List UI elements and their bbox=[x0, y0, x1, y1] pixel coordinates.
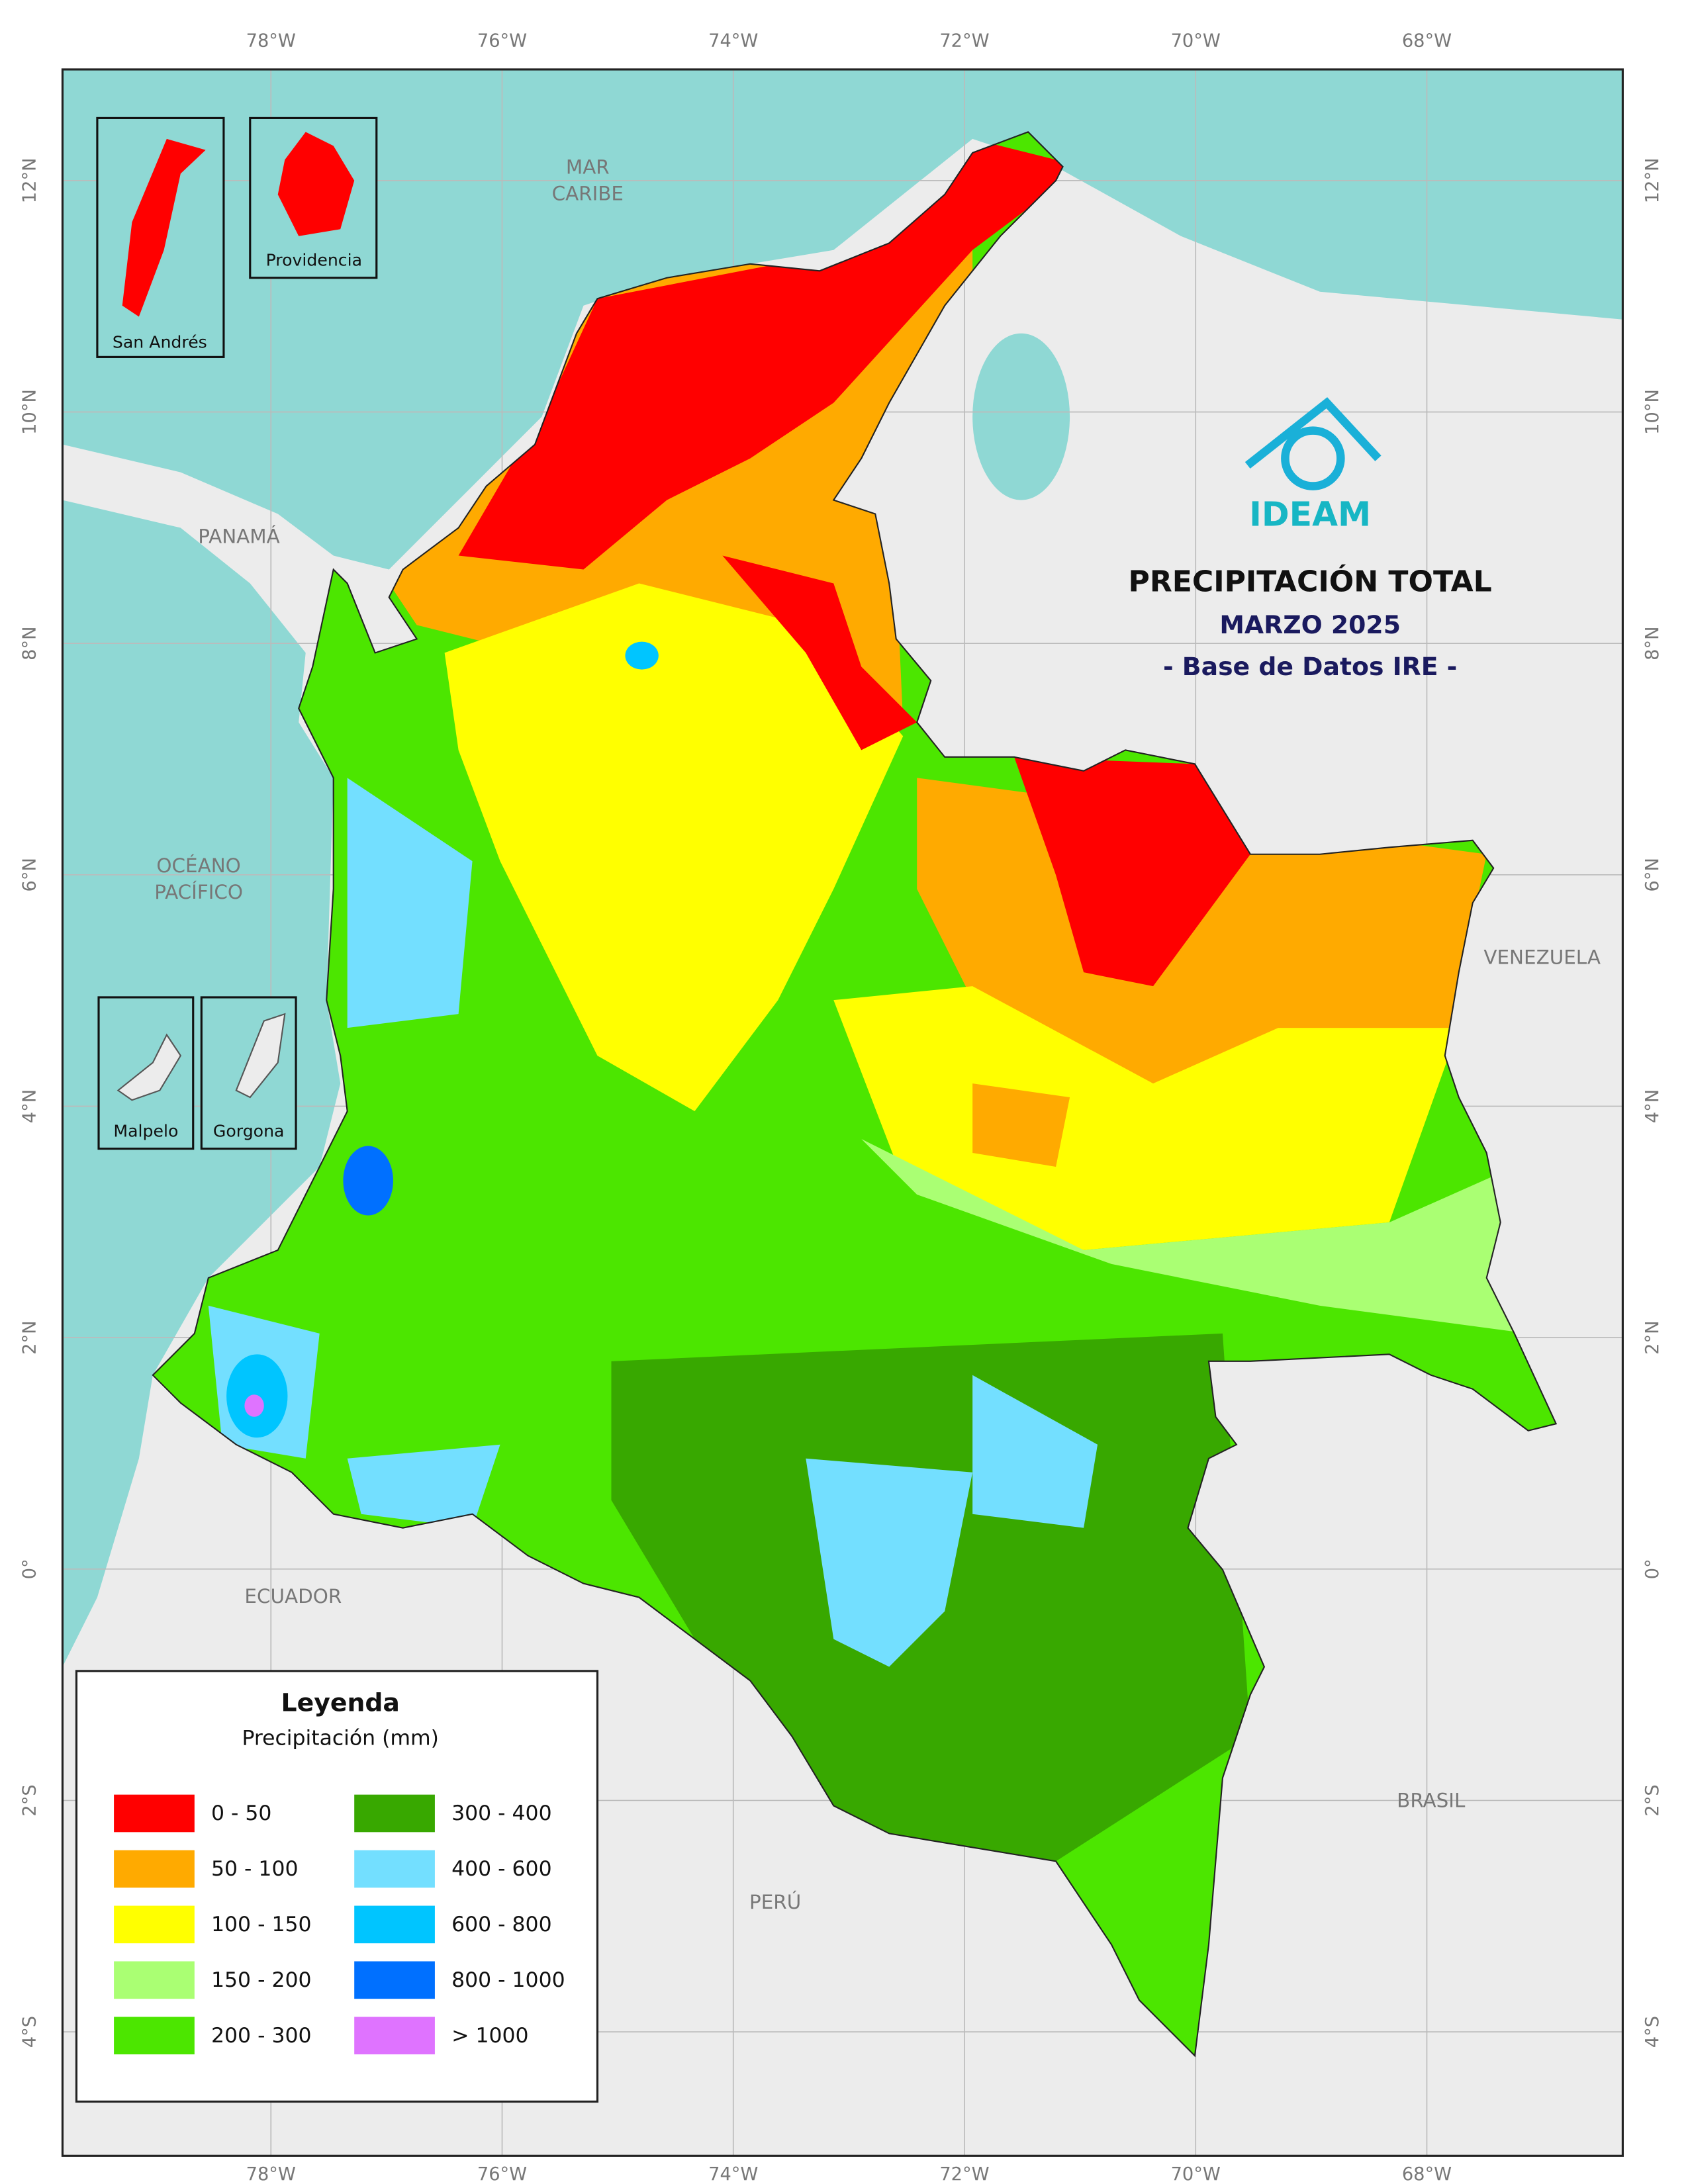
legend-label: 600 - 800 bbox=[451, 1913, 552, 1936]
zone bbox=[347, 1444, 500, 1528]
lat-label: 0° bbox=[20, 1559, 40, 1579]
legend-swatch bbox=[354, 1961, 435, 1999]
inset-label: Providencia bbox=[266, 251, 363, 270]
subtitle: MARZO 2025 bbox=[1219, 610, 1401, 639]
lat-label: 2°N bbox=[1642, 1320, 1663, 1354]
place-label: BRASIL bbox=[1397, 1790, 1466, 1812]
lat-label: 6°N bbox=[20, 858, 40, 891]
lat-label: 4°S bbox=[1642, 2016, 1663, 2048]
lon-label: 78°W bbox=[246, 2164, 296, 2184]
inset-label: San Andrés bbox=[113, 332, 207, 351]
zone bbox=[833, 986, 1459, 1250]
map: 78°W 78°W 76°W 76°W 74°W 74°W 72°W 72°W 70°W 70°W… bbox=[20, 30, 1663, 2184]
lon-label: 76°W bbox=[477, 2164, 527, 2184]
lat-label: 4°N bbox=[1642, 1089, 1663, 1123]
logo-swirl bbox=[1281, 426, 1345, 490]
lon-label: 68°W bbox=[1402, 2164, 1452, 2184]
legend-title: Leyenda bbox=[281, 1688, 400, 1717]
caribbean-sea bbox=[62, 69, 1623, 570]
map-frame bbox=[61, 68, 1624, 2157]
lat-label: 8°N bbox=[20, 626, 40, 660]
zone bbox=[343, 1146, 393, 1216]
zone bbox=[458, 138, 1084, 570]
logo: IDEAM bbox=[1244, 397, 1382, 533]
lon-label: 68°W bbox=[1402, 30, 1452, 51]
island bbox=[122, 138, 206, 317]
lon-label: 72°W bbox=[939, 30, 989, 51]
zone bbox=[806, 1458, 973, 1667]
insets: San Andrés Providencia Malpelo Gorgona bbox=[96, 116, 378, 1150]
legend-swatch bbox=[114, 1961, 195, 1999]
place-label: CARIBE bbox=[552, 182, 624, 205]
island bbox=[235, 1013, 286, 1099]
title: PRECIPITACIÓN TOTAL bbox=[1129, 563, 1492, 598]
lake-maracaibo bbox=[972, 333, 1070, 500]
logo-roof bbox=[1244, 397, 1382, 469]
legend-label: 400 - 600 bbox=[451, 1857, 552, 1881]
legend-label: 50 - 100 bbox=[211, 1857, 298, 1881]
lat-label: 2°S bbox=[1642, 1784, 1663, 1816]
legend-swatch bbox=[354, 1850, 435, 1888]
zone bbox=[972, 1083, 1070, 1167]
lat-label: 12°N bbox=[20, 158, 40, 203]
zone bbox=[1014, 756, 1250, 987]
legend-label: 0 - 50 bbox=[211, 1801, 271, 1825]
island bbox=[117, 1033, 182, 1101]
legend-label: 300 - 400 bbox=[451, 1801, 552, 1825]
island bbox=[277, 132, 355, 236]
lon-label: 78°W bbox=[246, 30, 296, 51]
lat-label: 8°N bbox=[1642, 626, 1663, 660]
legend-swatch bbox=[354, 1794, 435, 1833]
legend-label: 800 - 1000 bbox=[451, 1968, 565, 1992]
legend-swatch bbox=[354, 1905, 435, 1944]
inset-label: Gorgona bbox=[213, 1122, 285, 1141]
lon-label: 76°W bbox=[477, 30, 527, 51]
lon-label: 70°W bbox=[1171, 2164, 1221, 2184]
legend-subtitle: Precipitación (mm) bbox=[242, 1727, 439, 1751]
zone bbox=[972, 1375, 1098, 1528]
lat-label: 12°N bbox=[1642, 158, 1663, 203]
lat-label: 6°N bbox=[1642, 858, 1663, 891]
place-label: MAR bbox=[566, 156, 610, 178]
lat-label: 4°N bbox=[20, 1089, 40, 1123]
zone bbox=[722, 555, 917, 751]
lon-label: 74°W bbox=[708, 2164, 758, 2184]
legend-swatch bbox=[114, 1794, 195, 1833]
place-label: VENEZUELA bbox=[1483, 946, 1601, 969]
legend-label: > 1000 bbox=[451, 2024, 528, 2048]
zone bbox=[861, 1139, 1528, 1334]
lat-label: 4°S bbox=[20, 2016, 40, 2048]
lat-label: 2°S bbox=[20, 1784, 40, 1816]
legend-label: 100 - 150 bbox=[211, 1913, 312, 1936]
lat-label: 2°N bbox=[20, 1320, 40, 1354]
precip-zones bbox=[208, 138, 1528, 1862]
logo-text: IDEAM bbox=[1249, 494, 1371, 533]
legend-swatch bbox=[114, 1905, 195, 1944]
legend-swatch bbox=[114, 2017, 195, 2055]
place-label: PERÚ bbox=[749, 1889, 801, 1913]
zone bbox=[444, 583, 904, 1112]
place-label: PACÍFICO bbox=[154, 880, 243, 903]
lon-label: 72°W bbox=[939, 2164, 989, 2184]
lat-label: 10°N bbox=[1642, 389, 1663, 435]
zone bbox=[625, 641, 659, 670]
lat-label: 10°N bbox=[20, 389, 40, 435]
legend-label: 150 - 200 bbox=[211, 1968, 312, 1992]
place-label: PANAMÁ bbox=[198, 525, 279, 548]
source: - Base de Datos IRE - bbox=[1163, 652, 1457, 681]
legend-label: 200 - 300 bbox=[211, 2024, 312, 2048]
lon-label: 74°W bbox=[708, 30, 758, 51]
legend-swatch bbox=[114, 1850, 195, 1888]
lon-label: 70°W bbox=[1171, 30, 1221, 51]
zone bbox=[244, 1394, 264, 1417]
legend: Leyenda Precipitación (mm) 0 - 50 50 - 10… bbox=[75, 1670, 599, 2103]
inset-label: Malpelo bbox=[113, 1122, 178, 1141]
legend-swatch bbox=[354, 2017, 435, 2055]
lat-label: 0° bbox=[1642, 1559, 1663, 1579]
place-label: ECUADOR bbox=[244, 1585, 342, 1608]
place-label: OCÉANO bbox=[156, 854, 240, 877]
